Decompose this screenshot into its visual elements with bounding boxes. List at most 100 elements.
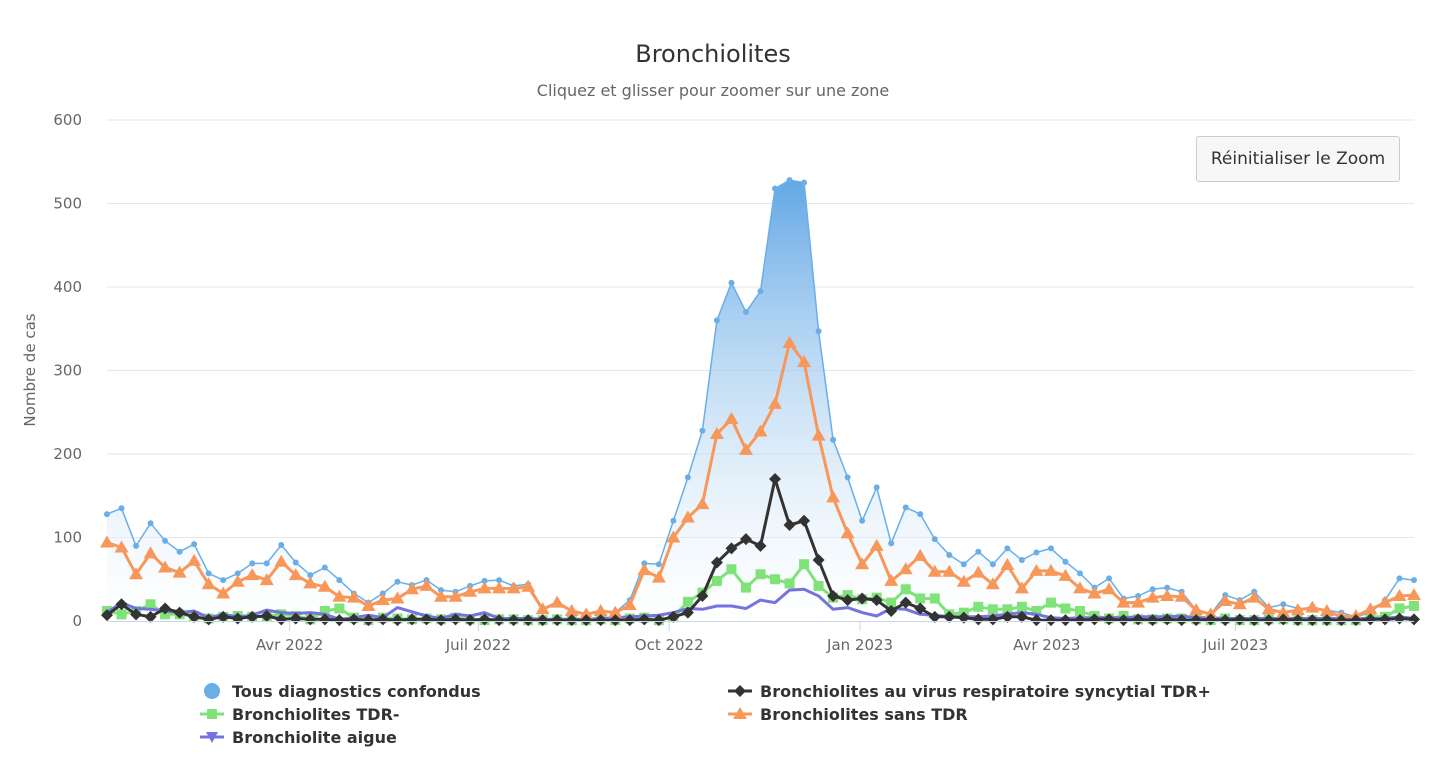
data-point <box>1232 597 1247 610</box>
legend-symbol <box>734 685 746 697</box>
data-point <box>917 511 924 518</box>
data-point <box>710 556 723 569</box>
data-point <box>827 589 840 602</box>
x-tick-label: Oct 2022 <box>635 636 704 654</box>
data-point <box>986 613 999 626</box>
legend-symbol <box>207 709 217 719</box>
data-point <box>971 565 986 578</box>
data-point <box>784 578 795 589</box>
data-point <box>332 589 347 602</box>
data-point <box>740 582 751 593</box>
data-point <box>811 428 826 441</box>
data-point <box>783 518 796 531</box>
y-tick-label: 100 <box>53 529 82 547</box>
data-point <box>435 614 448 627</box>
data-point <box>1291 614 1304 627</box>
data-point <box>334 603 345 614</box>
data-point <box>772 185 779 192</box>
data-point <box>319 605 330 616</box>
data-point <box>492 581 507 594</box>
data-point <box>1033 549 1040 556</box>
data-point <box>274 554 289 567</box>
data-point <box>230 574 245 587</box>
data-point <box>841 594 854 607</box>
reset-zoom-button[interactable]: Réinitialiser le Zoom <box>1196 136 1400 182</box>
data-point <box>404 582 419 595</box>
legend-item[interactable]: Bronchiolites TDR- <box>200 705 400 724</box>
series-area <box>107 180 1414 621</box>
data-point <box>317 579 332 592</box>
data-point <box>726 564 737 575</box>
legend-item[interactable]: Bronchiolites sans TDR <box>728 705 968 724</box>
data-point <box>481 577 488 584</box>
data-point <box>855 557 870 570</box>
data-point <box>1335 614 1348 627</box>
data-point <box>946 552 953 559</box>
data-point <box>638 613 651 626</box>
data-point <box>158 560 173 573</box>
data-point <box>913 548 928 561</box>
data-point <box>973 601 984 612</box>
data-point <box>1305 600 1320 613</box>
data-point <box>856 592 869 605</box>
data-point <box>187 553 202 566</box>
data-point <box>798 514 811 527</box>
data-point <box>260 609 273 622</box>
data-point <box>782 335 797 348</box>
data-point <box>217 610 230 623</box>
data-point <box>728 279 735 286</box>
data-point <box>813 580 824 591</box>
data-point <box>681 606 694 619</box>
legend-symbol <box>733 707 747 719</box>
data-point <box>1029 563 1044 576</box>
data-point <box>1407 588 1421 601</box>
data-point <box>263 560 270 567</box>
data-point <box>1262 614 1275 627</box>
data-point <box>1004 545 1011 552</box>
data-point <box>1045 597 1056 608</box>
x-tick-label: Jan 2023 <box>826 636 893 654</box>
data-point <box>1058 568 1073 581</box>
data-point <box>448 589 463 602</box>
data-point <box>943 610 956 623</box>
x-tick-label: Avr 2023 <box>1013 636 1080 654</box>
data-point <box>1190 614 1203 627</box>
data-point <box>987 604 998 615</box>
data-point <box>1043 563 1058 576</box>
data-point <box>580 614 593 627</box>
data-point <box>844 474 851 481</box>
data-point <box>104 511 110 518</box>
data-point <box>957 611 970 624</box>
data-point <box>1261 602 1276 615</box>
data-point <box>1000 558 1015 571</box>
legend-item[interactable]: Tous diagnostics confondus <box>204 682 481 701</box>
data-point <box>667 610 680 623</box>
data-point <box>130 608 143 621</box>
data-point <box>1164 584 1171 591</box>
data-point <box>1218 593 1233 606</box>
data-point <box>1116 595 1131 608</box>
data-point <box>1392 588 1407 601</box>
data-point <box>898 562 913 575</box>
data-point <box>390 591 405 604</box>
legend-label: Bronchiolites TDR- <box>232 705 400 724</box>
data-point <box>651 570 666 583</box>
data-point <box>655 561 662 568</box>
legend-item[interactable]: Bronchiolites au virus respiratoire sync… <box>728 682 1211 701</box>
data-point <box>507 614 520 627</box>
data-point <box>449 613 462 626</box>
data-point <box>797 355 812 368</box>
data-point <box>666 530 681 543</box>
data-point <box>1394 603 1405 614</box>
data-point <box>493 614 506 627</box>
data-point <box>870 594 883 607</box>
data-point <box>1290 603 1305 616</box>
data-point <box>1276 605 1291 618</box>
data-point <box>755 569 766 580</box>
data-point <box>1106 575 1113 582</box>
data-point <box>1103 613 1116 626</box>
legend-item[interactable]: Bronchiolite aigue <box>200 728 397 747</box>
legend-label: Bronchiolite aigue <box>232 728 397 747</box>
y-tick-label: 600 <box>53 111 82 129</box>
